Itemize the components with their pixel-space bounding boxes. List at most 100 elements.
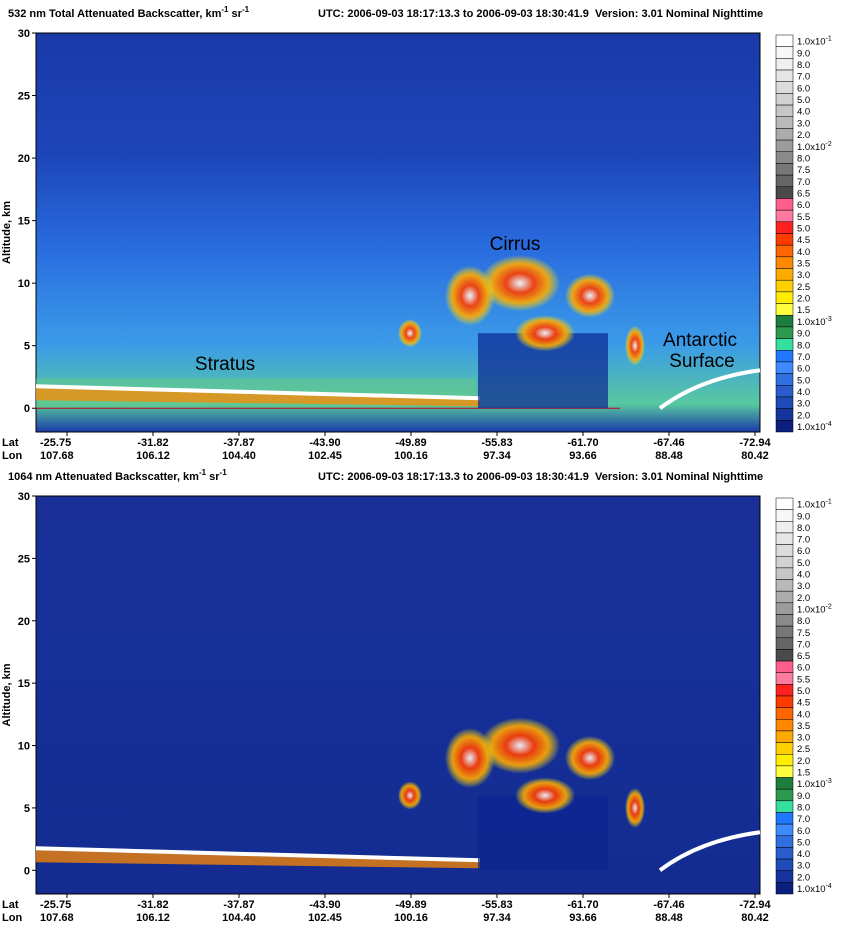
colorbar-cell <box>776 374 793 386</box>
colorbar-cell <box>776 754 793 766</box>
title-part: 1064 nm Attenuated Backscatter, km <box>8 471 199 483</box>
lat-value: -31.82 <box>137 437 168 449</box>
lon-value: 102.45 <box>308 912 342 924</box>
colorbar-label: 9.0 <box>797 329 810 340</box>
y-tick-label: 0 <box>24 403 30 415</box>
colorbar-cell <box>776 362 793 374</box>
lon-value: 102.45 <box>308 450 342 462</box>
colorbar-label: 7.5 <box>797 165 810 176</box>
lat-value: -67.46 <box>653 899 684 911</box>
lon-value: 93.66 <box>569 912 597 924</box>
colorbar-label: 5.0 <box>797 837 810 848</box>
colorbar-cell <box>776 533 793 545</box>
version: Version: 3.01 Nominal Nighttime <box>595 8 763 20</box>
colorbar-cell <box>776 327 793 339</box>
colorbar-label: 2.5 <box>797 282 810 293</box>
colorbar-label: 6.0 <box>797 83 810 94</box>
lon-value: 100.16 <box>394 912 428 924</box>
lon-value: 104.40 <box>222 450 256 462</box>
title-part: sr <box>206 471 220 483</box>
colorbar-label-base: 1.0x10 <box>797 317 826 328</box>
cloud <box>565 736 615 780</box>
cloud <box>445 728 495 788</box>
colorbar-label: 1.0x10-4 <box>797 421 832 433</box>
colorbar-cell <box>776 58 793 70</box>
colorbar-cell <box>776 673 793 685</box>
colorbar-label: 1.5 <box>797 768 810 779</box>
cloud <box>515 777 575 813</box>
colorbar-label: 5.0 <box>797 558 810 569</box>
colorbar-cell <box>776 836 793 848</box>
colorbar-label: 3.0 <box>797 581 810 592</box>
utc: UTC: 2006-09-03 18:17:13.3 to 2006-09-03… <box>318 8 589 20</box>
colorbar-label: 2.0 <box>797 410 810 421</box>
lon-label: Lon <box>2 912 22 924</box>
colorbar-label-exp: -4 <box>826 421 832 428</box>
colorbar-label: 7.0 <box>797 177 810 188</box>
colorbar-label: 8.0 <box>797 153 810 164</box>
title-part: sr <box>228 8 242 20</box>
colorbar-cell <box>776 789 793 801</box>
colorbar-cell <box>776 568 793 580</box>
colorbar-label-exp: -1 <box>826 36 832 43</box>
colorbar-label: 3.0 <box>797 861 810 872</box>
colorbar-label: 5.0 <box>797 686 810 697</box>
cloud <box>398 781 422 809</box>
y-tick-label: 0 <box>24 865 30 877</box>
colorbar-cell <box>776 385 793 397</box>
colorbar-label: 7.0 <box>797 352 810 363</box>
colorbar-cell <box>776 766 793 778</box>
colorbar-cell <box>776 245 793 257</box>
colorbar-label: 2.0 <box>797 593 810 604</box>
colorbar-cell <box>776 661 793 673</box>
lon-value: 80.42 <box>741 912 769 924</box>
colorbar-label: 3.5 <box>797 721 810 732</box>
colorbar-label: 3.0 <box>797 733 810 744</box>
colorbar-cell <box>776 222 793 234</box>
colorbar-label-exp: -2 <box>826 141 832 148</box>
colorbar-label: 6.5 <box>797 188 810 199</box>
annotation: Antarctic <box>663 330 737 351</box>
colorbar-label: 3.0 <box>797 118 810 129</box>
lon-value: 106.12 <box>136 912 170 924</box>
colorbar-label-exp: -3 <box>826 778 832 785</box>
colorbar-label: 4.0 <box>797 387 810 398</box>
colorbar-label-exp: -3 <box>826 316 832 323</box>
colorbar-cell <box>776 187 793 199</box>
colorbar-label: 8.0 <box>797 60 810 71</box>
title-part: 532 nm Total Attenuated Backscatter, km <box>8 8 222 20</box>
colorbar-label-exp: -2 <box>826 603 832 610</box>
colorbar-cell <box>776 638 793 650</box>
cloud <box>398 319 422 347</box>
lat-value: -67.46 <box>653 437 684 449</box>
colorbar-label: 1.0x10-1 <box>797 36 832 48</box>
y-tick-label: 30 <box>18 491 30 503</box>
colorbar-label: 8.0 <box>797 523 810 534</box>
colorbar-cell <box>776 175 793 187</box>
colorbar-label: 5.5 <box>797 674 810 685</box>
colorbar-cell <box>776 210 793 222</box>
colorbar-label: 8.0 <box>797 802 810 813</box>
colorbar-label: 2.0 <box>797 294 810 305</box>
colorbar-cell <box>776 859 793 871</box>
colorbar-label-base: 1.0x10 <box>797 500 826 511</box>
colorbar-cell <box>776 556 793 568</box>
colorbar-cell <box>776 339 793 351</box>
lat-label: Lat <box>2 899 19 911</box>
annotation: Stratus <box>195 354 255 375</box>
lon-value: 93.66 <box>569 450 597 462</box>
colorbar-label: 7.0 <box>797 535 810 546</box>
y-axis-label: Altitude, km <box>1 663 13 726</box>
colorbar-cell <box>776 626 793 638</box>
lon-value: 107.68 <box>40 450 74 462</box>
colorbar-label: 2.0 <box>797 756 810 767</box>
colorbar-label: 4.0 <box>797 570 810 581</box>
colorbar-cell <box>776 801 793 813</box>
colorbar-label: 7.0 <box>797 814 810 825</box>
colorbar-label-base: 1.0x10 <box>797 142 826 153</box>
colorbar-label: 1.0x10-4 <box>797 883 832 895</box>
colorbar-label: 1.0x10-3 <box>797 316 832 328</box>
lon-value: 106.12 <box>136 450 170 462</box>
colorbar-cell <box>776 35 793 47</box>
colorbar-cell <box>776 649 793 661</box>
